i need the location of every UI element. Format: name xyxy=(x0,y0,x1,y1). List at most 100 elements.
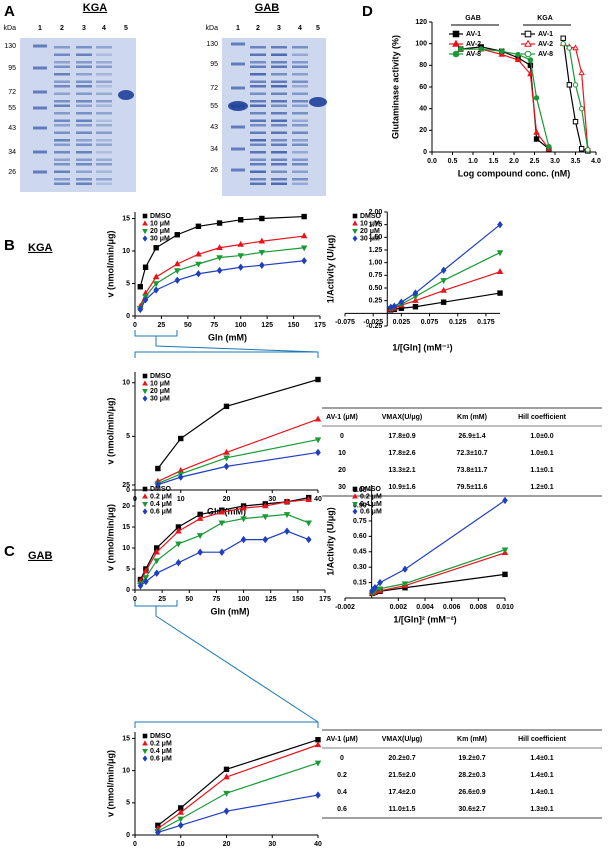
legend-label: DMSO xyxy=(150,486,172,493)
y-axis-label: 1/Activity (U/μg) xyxy=(325,235,335,304)
y-tick-label: 10 xyxy=(122,545,130,552)
marker xyxy=(195,270,202,278)
gel-band xyxy=(250,53,266,56)
legend-label: 0.6 μM xyxy=(150,508,172,515)
legend-marker xyxy=(142,493,148,499)
gel-band xyxy=(96,112,112,115)
gel-band xyxy=(96,178,112,181)
legend-marker xyxy=(352,229,358,235)
x-tick-label: 1.5 xyxy=(489,158,499,165)
x-tick-label: 0.002 xyxy=(390,604,408,611)
legend-marker xyxy=(142,740,148,746)
table-cell: 20 xyxy=(338,467,346,474)
marker xyxy=(262,535,269,544)
marker xyxy=(142,575,150,582)
table-header: VMAX(U/μg) xyxy=(382,414,422,421)
x-tick-label: 0.006 xyxy=(443,604,461,611)
gel-unit: kDa xyxy=(206,25,219,32)
gel-band xyxy=(250,100,266,103)
y-tick-label: 0.15 xyxy=(353,579,367,586)
marker xyxy=(237,240,244,247)
y-tick-label: 0.75 xyxy=(353,518,367,525)
marker xyxy=(223,807,230,815)
gel-band xyxy=(292,92,308,95)
gel-band xyxy=(231,62,245,66)
table-cell: 19.2±0.7 xyxy=(458,755,485,762)
legend-label: AV-1 xyxy=(538,31,553,38)
gel-band xyxy=(76,80,92,83)
marker xyxy=(196,514,204,521)
table-header: Hill coefficient xyxy=(518,736,567,743)
legend-marker xyxy=(524,50,532,58)
y-tick-label: 10 xyxy=(122,380,130,387)
legend-group: KGA xyxy=(537,15,553,22)
gel-band xyxy=(250,85,266,88)
marker xyxy=(440,266,447,274)
gel-band xyxy=(96,119,112,122)
series-line xyxy=(139,497,309,580)
gel-band xyxy=(76,131,92,134)
gel-band xyxy=(250,73,266,76)
x-tick-label: 125 xyxy=(261,322,273,329)
gel-band xyxy=(271,53,287,56)
marker xyxy=(546,143,552,150)
marker xyxy=(497,220,503,229)
y-tick-label: 0.90 xyxy=(353,502,367,509)
gel-band xyxy=(96,61,112,64)
gel-band xyxy=(54,151,70,154)
gel-band xyxy=(271,119,287,122)
gel-band xyxy=(231,147,245,151)
marker xyxy=(314,760,322,767)
x-axis-label: 1/[Gln]² (mM⁻²) xyxy=(393,614,456,624)
x-tick-label: -0.002 xyxy=(335,604,355,611)
gel-band xyxy=(271,80,287,83)
marker xyxy=(223,766,230,773)
y-tick-label: 40 xyxy=(419,106,427,113)
y-tick-label: 15 xyxy=(122,215,130,222)
y-tick-label: 10 xyxy=(122,248,130,255)
table-cell: 30 xyxy=(338,484,346,491)
gel-band xyxy=(54,158,70,161)
gel-band xyxy=(54,163,70,166)
gel-band xyxy=(292,119,308,122)
y-tick-label: 25 xyxy=(122,482,130,489)
lane-label: 2 xyxy=(60,25,64,32)
gel-band xyxy=(271,92,287,95)
x-tick-label: 40 xyxy=(314,841,322,848)
marker xyxy=(153,548,160,555)
y-axis-label: v (nmol/min/μg) xyxy=(105,397,115,464)
marker xyxy=(515,51,521,58)
gel-band xyxy=(33,106,47,110)
marker xyxy=(237,263,244,271)
marker xyxy=(223,448,230,455)
table-cell: 0.4 xyxy=(337,789,347,796)
table-cell: 17.4±2.0 xyxy=(388,789,415,796)
y-tick-label: 0.60 xyxy=(353,533,367,540)
x-tick-label: -0.075 xyxy=(335,319,355,326)
marker xyxy=(219,548,225,556)
x-tick-label: 2.5 xyxy=(530,158,540,165)
gel-band xyxy=(292,112,308,115)
x-tick-label: 175 xyxy=(319,596,331,603)
gel-band xyxy=(76,182,92,185)
legend-label: AV-8 xyxy=(466,51,481,58)
marker xyxy=(498,50,505,57)
gel-band xyxy=(96,65,112,68)
gel-band xyxy=(96,158,112,161)
legend-marker xyxy=(142,755,148,762)
x-tick-label: 150 xyxy=(292,596,304,603)
gel-band xyxy=(271,85,287,88)
table-cell: 10.9±1.6 xyxy=(388,484,415,491)
legend-label: 20 μM xyxy=(360,228,380,235)
marker xyxy=(195,223,202,230)
gel-band xyxy=(96,131,112,134)
y-tick-label: 0 xyxy=(126,487,130,494)
legend-marker xyxy=(142,486,148,492)
x-tick-label: 0.175 xyxy=(477,319,495,326)
gel-band xyxy=(54,100,70,103)
table-cell: 0.2 xyxy=(337,772,347,779)
marker xyxy=(195,250,202,257)
marker xyxy=(259,215,265,222)
marker xyxy=(177,808,185,815)
marker xyxy=(527,57,534,63)
